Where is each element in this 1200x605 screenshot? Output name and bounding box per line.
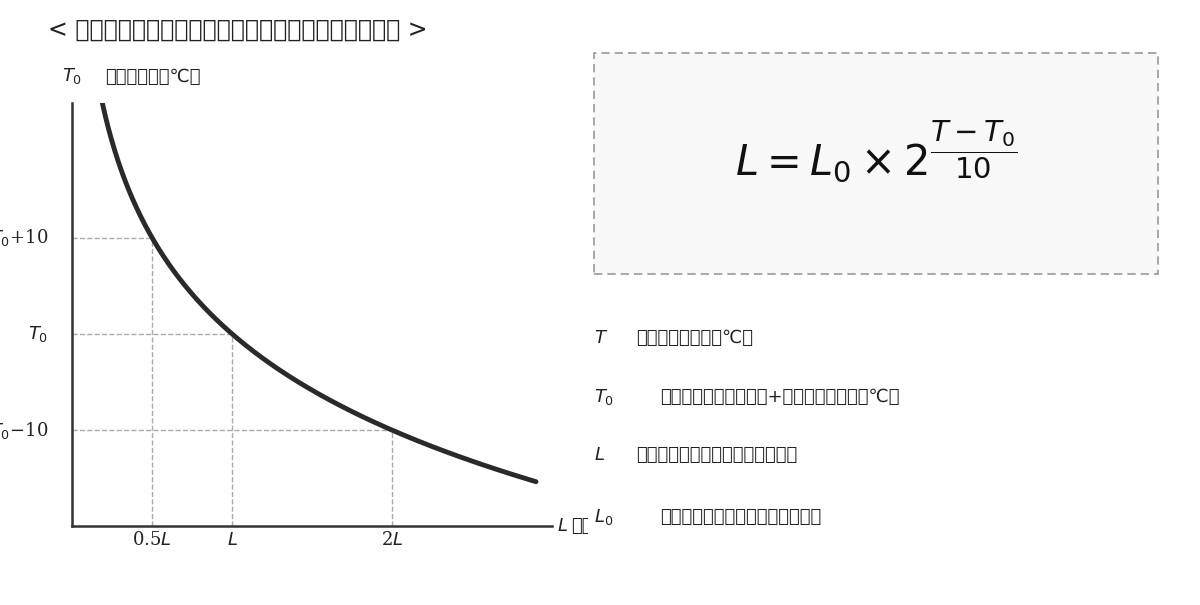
Text: 0.5$L$: 0.5$L$ <box>132 531 172 549</box>
Text: $L$: $L$ <box>227 531 238 549</box>
Text: $L$: $L$ <box>557 517 568 535</box>
Text: $T_0$: $T_0$ <box>28 324 48 344</box>
Text: ：推定寿命［時間］: ：推定寿命［時間］ <box>571 517 668 535</box>
Text: ：使用温度での推定寿命［時間］: ：使用温度での推定寿命［時間］ <box>636 446 797 465</box>
Text: ：最高使用温度［℃］: ：最高使用温度［℃］ <box>636 329 754 347</box>
Text: 2$L$: 2$L$ <box>380 531 403 549</box>
Text: $T$: $T$ <box>594 329 608 347</box>
Text: $T_0$+10: $T_0$+10 <box>0 227 48 248</box>
FancyBboxPatch shape <box>594 53 1158 273</box>
Text: $T_0$: $T_0$ <box>594 387 614 407</box>
Text: $L$: $L$ <box>594 446 605 465</box>
Text: < アレニウスの法則による電解コンデンサの推定寿命 >: < アレニウスの法則による電解コンデンサの推定寿命 > <box>48 18 427 42</box>
Text: $L = L_0 \times 2^{\dfrac{T-T_0}{10}}$: $L = L_0 \times 2^{\dfrac{T-T_0}{10}}$ <box>734 119 1018 185</box>
Text: $T_0$: $T_0$ <box>62 66 83 86</box>
Text: $T_0$−10: $T_0$−10 <box>0 420 48 440</box>
Text: ：最高使用温度での寿命［時間］: ：最高使用温度での寿命［時間］ <box>660 508 821 526</box>
Text: ：使用温度［℃］: ：使用温度［℃］ <box>106 68 202 86</box>
Text: ：使用温度（周囲温度+自己温度上昇）［℃］: ：使用温度（周囲温度+自己温度上昇）［℃］ <box>660 388 900 406</box>
Text: $L_0$: $L_0$ <box>594 506 613 527</box>
